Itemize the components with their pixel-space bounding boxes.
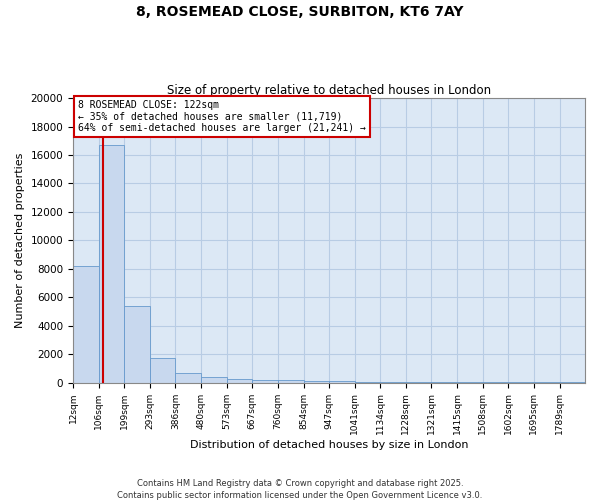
Bar — [73, 266, 99, 382]
Bar — [175, 374, 201, 382]
Bar — [150, 358, 175, 382]
Title: Size of property relative to detached houses in London: Size of property relative to detached ho… — [167, 84, 491, 97]
Bar — [201, 377, 227, 382]
Bar — [124, 306, 150, 382]
X-axis label: Distribution of detached houses by size in London: Distribution of detached houses by size … — [190, 440, 468, 450]
Bar — [253, 380, 278, 382]
Bar — [227, 379, 253, 382]
Bar — [304, 381, 329, 382]
Text: 8, ROSEMEAD CLOSE, SURBITON, KT6 7AY: 8, ROSEMEAD CLOSE, SURBITON, KT6 7AY — [136, 5, 464, 19]
Bar — [278, 380, 304, 382]
Y-axis label: Number of detached properties: Number of detached properties — [15, 152, 25, 328]
Text: 8 ROSEMEAD CLOSE: 122sqm
← 35% of detached houses are smaller (11,719)
64% of se: 8 ROSEMEAD CLOSE: 122sqm ← 35% of detach… — [78, 100, 366, 133]
Bar — [99, 145, 124, 382]
Text: Contains HM Land Registry data © Crown copyright and database right 2025.
Contai: Contains HM Land Registry data © Crown c… — [118, 478, 482, 500]
